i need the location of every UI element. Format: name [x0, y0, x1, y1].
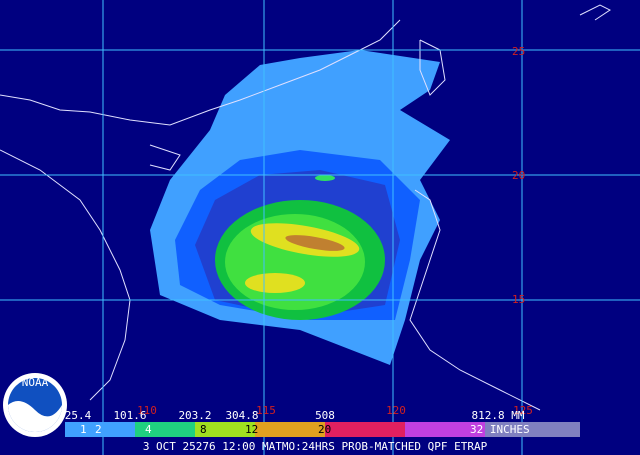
- legend-mm-label: 812.8 MM: [472, 409, 525, 422]
- longitude-label: 125: [513, 404, 533, 417]
- legend-inch-label: 12: [245, 423, 258, 436]
- legend-mm-label: 203.2: [178, 409, 211, 422]
- latitude-label: 15: [512, 293, 525, 306]
- legend-swatch: [135, 422, 195, 437]
- legend-swatch: [325, 422, 405, 437]
- legend-inch-label: 8: [200, 423, 207, 436]
- longitude-label: 110: [137, 404, 157, 417]
- legend-mm-label: 25.4: [65, 409, 92, 422]
- legend-inch-label: 2: [95, 423, 102, 436]
- legend-mm-label: 508: [315, 409, 335, 422]
- longitude-label: 120: [386, 404, 406, 417]
- precipitation-field: [150, 50, 450, 365]
- latitude-label: 20: [512, 169, 525, 182]
- legend-swatch: [255, 422, 325, 437]
- legend-inch-label: 4: [145, 423, 152, 436]
- legend-inch-label: 20: [318, 423, 331, 436]
- caption: 3 OCT 25276 12:00 MATMO:24HRS PROB-MATCH…: [143, 440, 488, 453]
- coastlines: [0, 4, 611, 411]
- legend-mm-label: 304.8: [225, 409, 258, 422]
- legend-mm-label: 101.6: [113, 409, 146, 422]
- legend-swatch: [485, 422, 580, 437]
- logo-text: NOAA: [22, 376, 49, 389]
- legend-inch-label: 1: [80, 423, 87, 436]
- legend-swatch: [65, 422, 135, 437]
- legend-swatch: [405, 422, 485, 437]
- latitude-label: 25: [512, 45, 525, 58]
- noaa-logo: NOAA: [3, 373, 67, 437]
- legend-inch-label: 32 INCHES: [470, 423, 530, 436]
- legend-swatch: [195, 422, 255, 437]
- longitude-label: 115: [256, 404, 276, 417]
- color-legend: 25.4 101.6 203.2 304.8 508 812.8 MM 1 2 …: [65, 409, 580, 437]
